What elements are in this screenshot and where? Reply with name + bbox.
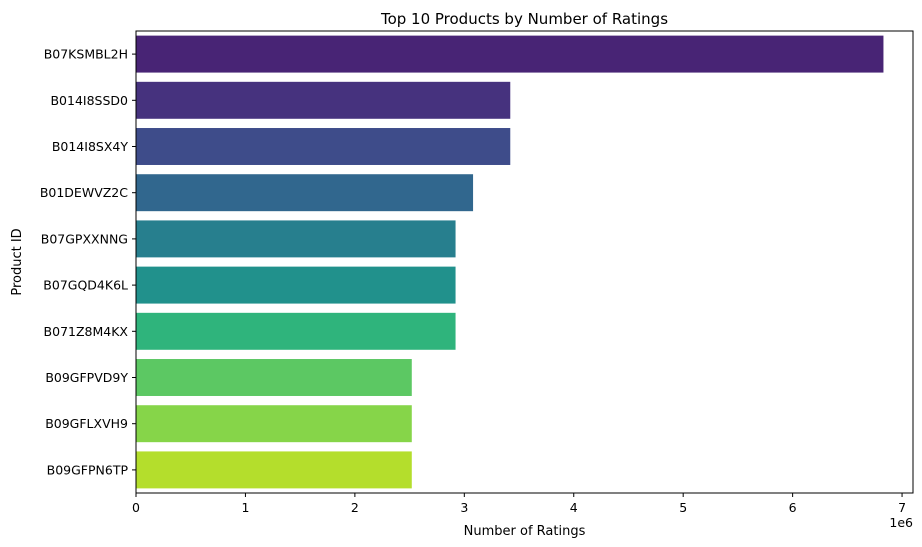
plot-frame bbox=[135, 30, 914, 494]
y-tick-label: B09GFPN6TP bbox=[47, 462, 129, 477]
bar-b01dewvz2c bbox=[136, 174, 474, 212]
y-tick-label: B014I8SX4Y bbox=[52, 139, 129, 154]
y-tick-label: B071Z8M4KX bbox=[44, 324, 129, 339]
bar-b07gpxxnng bbox=[136, 220, 456, 258]
x-axis-label: Number of Ratings bbox=[464, 524, 586, 539]
y-tick-label: B014I8SSD0 bbox=[50, 93, 128, 108]
x-axis-offset-label: 1e6 bbox=[889, 515, 913, 530]
x-tick-label: 2 bbox=[351, 500, 359, 515]
bar-b014i8ssd0 bbox=[136, 81, 511, 119]
y-tick-label: B01DEWVZ2C bbox=[40, 185, 128, 200]
bar-b09gflxvh9 bbox=[136, 405, 412, 443]
x-tick-label: 5 bbox=[679, 500, 687, 515]
bar-b07gqd4k6l bbox=[136, 266, 456, 304]
x-tick-label: 4 bbox=[570, 500, 578, 515]
y-tick-label: B09GFPVD9Y bbox=[45, 370, 128, 385]
chart-title: Top 10 Products by Number of Ratings bbox=[380, 10, 668, 28]
y-tick-label: B09GFLXVH9 bbox=[45, 416, 128, 431]
bars-group bbox=[136, 35, 884, 489]
x-tick-label: 3 bbox=[460, 500, 468, 515]
x-tick-label: 7 bbox=[898, 500, 906, 515]
bar-b09gfpvd9y bbox=[136, 359, 412, 396]
x-tick-label: 1 bbox=[241, 500, 249, 515]
x-tick-label: 6 bbox=[789, 500, 797, 515]
x-tick-label: 0 bbox=[132, 500, 140, 515]
y-axis-label: Product ID bbox=[10, 228, 25, 295]
y-tick-label: B07KSMBL2H bbox=[44, 47, 128, 62]
y-tick-label: B07GQD4K6L bbox=[43, 278, 128, 293]
bar-b014i8sx4y bbox=[136, 128, 511, 165]
bar-b071z8m4kx bbox=[136, 312, 456, 350]
y-tick-label: B07GPXXNNG bbox=[41, 231, 128, 246]
bar-b07ksmbl2h bbox=[136, 35, 884, 73]
y-axis-ticks: B07KSMBL2H B014I8SSD0 B014I8SX4Y B01DEWVZ2C… bbox=[40, 47, 136, 477]
bar-b09gfpn6tp bbox=[136, 451, 412, 489]
x-axis-ticks: 0 1 2 3 4 5 6 7 bbox=[132, 493, 906, 515]
